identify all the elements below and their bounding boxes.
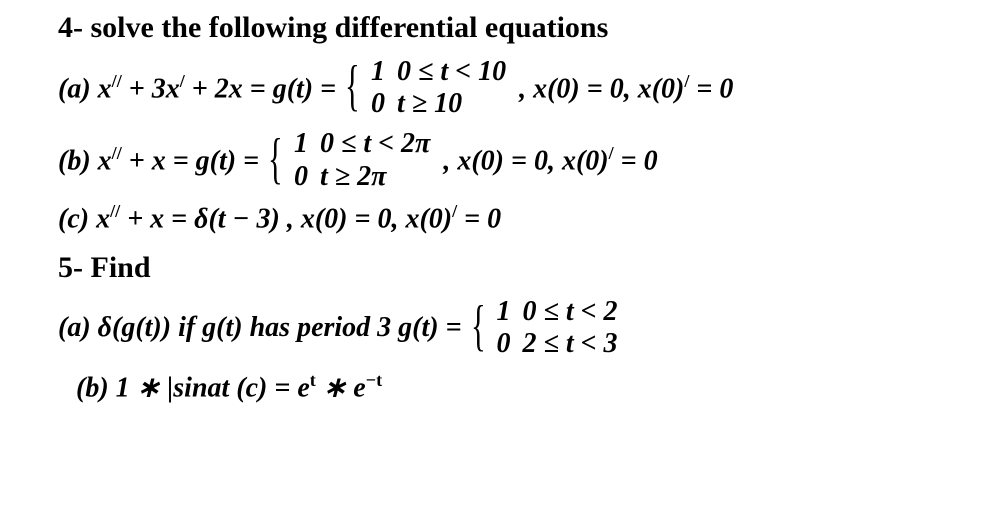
- q4b-label: (b) x// + x = g(t) =: [58, 143, 259, 178]
- q4c-equation: (c) x// + x = δ(t − 3) , x(0) = 0, x(0)/…: [58, 201, 1002, 236]
- q4a-c1r: 0 ≤ t < 10: [389, 56, 506, 88]
- q4b-c2r: t ≥ 2π: [312, 161, 386, 193]
- q4b-tail-text: , x(0) = 0, x(0): [443, 145, 608, 176]
- q4a-c2r: t ≥ 10: [389, 88, 462, 120]
- q5b-text: (b) 1 ∗ |sinat (c) = e: [76, 372, 310, 403]
- q4b-c1l: 1: [290, 128, 312, 160]
- q5b-mid: ∗ e: [316, 372, 366, 403]
- q4a-lhs-tail: + 2x = g(t) =: [185, 73, 336, 104]
- q4a-equation: (a) x// + 3x/ + 2x = g(t) = { 10 ≤ t < 1…: [58, 56, 1002, 120]
- q4-heading: 4- solve the following differential equa…: [58, 10, 1002, 46]
- q4b-equation: (b) x// + x = g(t) = { 10 ≤ t < 2π 0t ≥ …: [58, 128, 1002, 192]
- q5a-c1r: 0 ≤ t < 2: [514, 296, 617, 328]
- q4a-cases: 10 ≤ t < 10 0t ≥ 10: [367, 56, 506, 120]
- q5a-c2l: 0: [492, 328, 514, 360]
- q5a-cases: 10 ≤ t < 2 02 ≤ t < 3: [492, 296, 617, 360]
- brace-icon: {: [471, 298, 486, 354]
- q4a-c1l: 1: [367, 56, 389, 88]
- q4b-label-text: (b) x: [58, 145, 112, 176]
- q4b-lhs-tail: + x = g(t) =: [122, 145, 259, 176]
- brace-icon: {: [268, 131, 283, 187]
- q4a-label-text: (a) x: [58, 73, 112, 104]
- q4a-tail: , x(0) = 0, x(0)/ = 0: [519, 71, 733, 106]
- q4c-text: (c) x: [58, 203, 110, 234]
- q5a-equation: (a) δ(g(t)) if g(t) has period 3 g(t) = …: [58, 296, 1002, 360]
- q5a-c2r: 2 ≤ t < 3: [514, 328, 617, 360]
- q4a-c2l: 0: [367, 88, 389, 120]
- q4b-piecewise: { 10 ≤ t < 2π 0t ≥ 2π: [266, 128, 430, 192]
- q4b-tail: , x(0) = 0, x(0)/ = 0: [443, 143, 657, 178]
- q4a-tail2: = 0: [689, 73, 733, 104]
- q4c-tail2: = 0: [457, 203, 501, 234]
- math-document: 4- solve the following differential equa…: [0, 0, 1002, 405]
- q5a-c1l: 1: [492, 296, 514, 328]
- q5a-piecewise: { 10 ≤ t < 2 02 ≤ t < 3: [469, 296, 618, 360]
- q4a-piecewise: { 10 ≤ t < 10 0t ≥ 10: [343, 56, 506, 120]
- q4c-rest: + x = δ(t − 3) , x(0) = 0, x(0): [120, 203, 452, 234]
- q5b-equation: (b) 1 ∗ |sinat (c) = et ∗ e−t: [58, 370, 1002, 405]
- q4a-after1: + 3x: [122, 73, 180, 104]
- q5-heading: 5- Find: [58, 250, 1002, 286]
- q4b-cases: 10 ≤ t < 2π 0t ≥ 2π: [290, 128, 430, 192]
- q4b-c2l: 0: [290, 161, 312, 193]
- q4b-c1r: 0 ≤ t < 2π: [312, 128, 430, 160]
- q4b-tail2: = 0: [614, 145, 658, 176]
- brace-icon: {: [345, 58, 360, 114]
- q5a-lead: (a) δ(g(t)) if g(t) has period 3 g(t) =: [58, 311, 462, 345]
- q4a-tail-text: , x(0) = 0, x(0): [519, 73, 684, 104]
- q4a-label: (a) x// + 3x/ + 2x = g(t) =: [58, 71, 336, 106]
